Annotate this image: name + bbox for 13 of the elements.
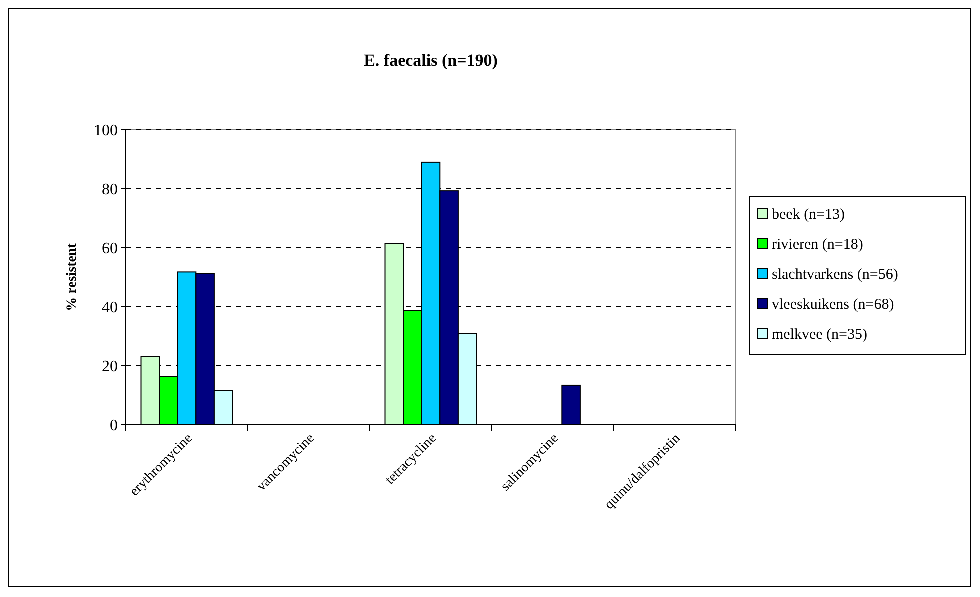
legend-label: slachtvarkens (n=56) xyxy=(772,266,898,283)
legend-label: vleeskuikens (n=68) xyxy=(772,296,894,313)
y-tick-label: 80 xyxy=(102,182,118,199)
chart-title: E. faecalis (n=190) xyxy=(364,51,498,70)
legend-label: beek (n=13) xyxy=(772,206,846,223)
y-tick-label: 100 xyxy=(94,122,118,140)
y-axis-title: % resistent xyxy=(65,243,80,312)
legend-label: rivieren (n=18) xyxy=(772,236,864,253)
y-tick-label: 60 xyxy=(102,240,118,258)
y-tick-label: 40 xyxy=(102,300,118,317)
y-tick-label: 20 xyxy=(102,358,118,376)
legend-label: melkvee (n=35) xyxy=(772,326,868,343)
y-tick-label: 0 xyxy=(110,418,118,435)
